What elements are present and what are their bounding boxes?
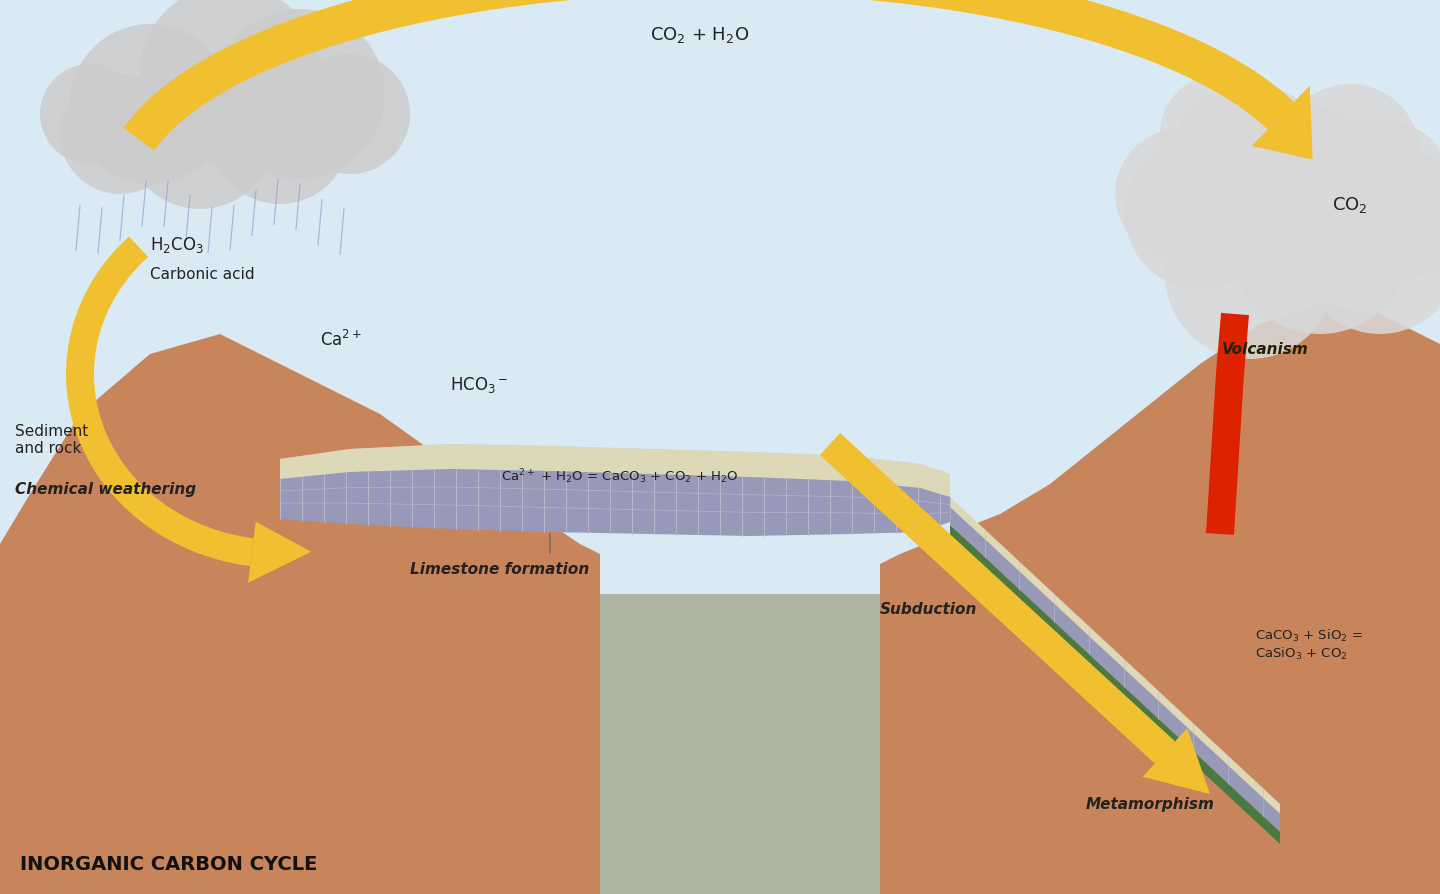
Circle shape — [1300, 175, 1440, 334]
Circle shape — [289, 55, 410, 175]
Circle shape — [215, 10, 384, 180]
Polygon shape — [1142, 729, 1210, 794]
Text: Subduction: Subduction — [880, 602, 978, 617]
Circle shape — [1210, 105, 1390, 284]
Text: CaCO$_3$ + SiO$_2$ =
CaSiO$_3$ + CO$_2$: CaCO$_3$ + SiO$_2$ = CaSiO$_3$ + CO$_2$ — [1256, 627, 1362, 662]
Circle shape — [1335, 150, 1440, 280]
Polygon shape — [819, 434, 1175, 763]
Circle shape — [1115, 130, 1246, 260]
Text: INORGANIC CARBON CYCLE: INORGANIC CARBON CYCLE — [20, 855, 317, 873]
Polygon shape — [66, 237, 253, 567]
Circle shape — [1230, 155, 1410, 334]
Circle shape — [125, 60, 275, 210]
Polygon shape — [880, 305, 1440, 894]
Circle shape — [71, 25, 230, 185]
Text: Metamorphism: Metamorphism — [1086, 797, 1214, 812]
Polygon shape — [279, 444, 950, 518]
Circle shape — [40, 65, 140, 164]
Polygon shape — [950, 508, 1280, 832]
Polygon shape — [279, 444, 950, 497]
Text: Volcanism: Volcanism — [1221, 342, 1309, 357]
Polygon shape — [124, 0, 1295, 151]
Polygon shape — [0, 334, 600, 894]
Text: Carbonic acid: Carbonic acid — [150, 267, 255, 283]
Circle shape — [60, 75, 180, 195]
Polygon shape — [279, 469, 950, 536]
Polygon shape — [1207, 314, 1248, 536]
Text: Ca$^{2+}$ + H$_2$O = CaCO$_3$ + CO$_2$ + H$_2$O: Ca$^{2+}$ + H$_2$O = CaCO$_3$ + CO$_2$ +… — [501, 468, 739, 485]
Text: CO$_2$ + H$_2$O: CO$_2$ + H$_2$O — [651, 25, 750, 45]
Polygon shape — [950, 526, 1280, 844]
Circle shape — [1280, 85, 1420, 224]
Bar — [0, 595, 1440, 894]
Circle shape — [1165, 190, 1335, 359]
Polygon shape — [1251, 87, 1313, 160]
Text: CO$_2$: CO$_2$ — [1332, 195, 1368, 215]
Text: Ca$^{2+}$: Ca$^{2+}$ — [320, 330, 361, 350]
Circle shape — [210, 65, 350, 205]
Polygon shape — [248, 522, 311, 583]
Circle shape — [1169, 85, 1331, 245]
Circle shape — [1305, 120, 1440, 270]
Polygon shape — [950, 497, 1280, 814]
Text: Sediment
and rock: Sediment and rock — [14, 424, 88, 456]
Text: H$_2$CO$_3$: H$_2$CO$_3$ — [150, 235, 204, 255]
Text: Chemical weathering: Chemical weathering — [14, 482, 196, 497]
Text: Limestone formation: Limestone formation — [410, 561, 589, 577]
Text: HCO$_3$$^-$: HCO$_3$$^-$ — [449, 375, 508, 394]
Circle shape — [140, 0, 320, 164]
Circle shape — [1125, 139, 1274, 290]
Polygon shape — [1204, 312, 1266, 317]
Circle shape — [1161, 75, 1280, 195]
